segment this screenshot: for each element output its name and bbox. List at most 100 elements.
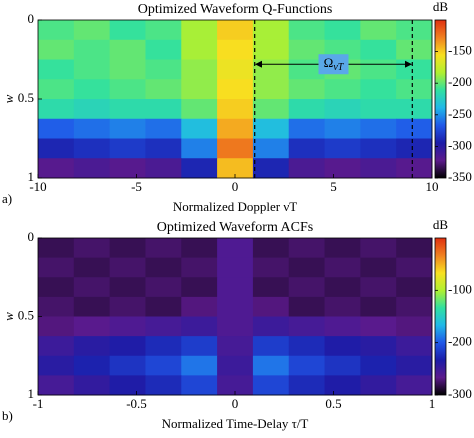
colorbar-tick-label: -300: [448, 386, 472, 401]
heat-cell: [145, 355, 182, 376]
chart-title: Optimized Waveform Q-Functions: [138, 2, 333, 17]
heat-cell: [217, 39, 254, 60]
heat-cell: [217, 79, 254, 100]
heat-cell: [73, 277, 111, 298]
heat-cell: [288, 118, 326, 139]
x-tick-label: 0: [232, 179, 239, 194]
heat-cell: [109, 355, 146, 376]
heat-cell: [145, 296, 182, 317]
heat-cell: [288, 316, 326, 337]
heat-cell: [145, 316, 182, 337]
y-tick-label: 0.5: [18, 90, 34, 105]
heat-cell: [288, 257, 326, 278]
heat-cell: [360, 336, 397, 357]
heat-cell: [38, 118, 75, 139]
x-tick-label: -10: [29, 179, 46, 194]
heat-cell: [38, 20, 75, 41]
heat-cell: [324, 296, 361, 317]
heat-cell: [145, 277, 182, 298]
heat-cell: [324, 20, 361, 41]
y-axis-label: w: [1, 312, 16, 321]
colorbar-label: dB: [433, 217, 449, 232]
heat-cell: [145, 79, 182, 100]
heat-cell: [145, 20, 182, 41]
heat-cell: [73, 316, 111, 337]
chart-title: Optimized Waveform ACFs: [157, 220, 314, 235]
heat-cell: [217, 99, 254, 120]
heat-cell: [360, 257, 397, 278]
heat-cell: [38, 355, 75, 376]
heat-cell: [396, 20, 433, 41]
heat-cell: [396, 79, 433, 100]
heat-cell: [217, 59, 254, 80]
heat-cell: [73, 118, 111, 139]
heat-cell: [145, 118, 182, 139]
colorbar-tick-label: -100: [448, 281, 472, 296]
heat-cell: [360, 99, 397, 120]
heat-cell: [181, 79, 218, 100]
heat-cell: [109, 79, 146, 100]
heat-cell: [252, 138, 290, 159]
heat-cell: [181, 118, 218, 139]
heat-cell: [288, 138, 326, 159]
heat-cell: [252, 375, 290, 396]
heat-cell: [360, 79, 397, 100]
heat-cell: [324, 79, 361, 100]
heat-cell: [288, 99, 326, 120]
heat-cell: [38, 336, 75, 357]
heat-cell: [73, 238, 111, 259]
heat-cell: [38, 79, 75, 100]
heat-cell: [288, 158, 326, 179]
heat-cell: [217, 277, 254, 298]
heat-cell: [252, 257, 290, 278]
heat-cell: [252, 99, 290, 120]
heat-cell: [396, 336, 433, 357]
heat-cell: [38, 316, 75, 337]
heat-cell: [324, 238, 361, 259]
heat-cell: [109, 158, 146, 179]
heat-cell: [181, 277, 218, 298]
heat-cell: [181, 257, 218, 278]
x-tick-label: 0.5: [325, 396, 341, 411]
heat-cell: [145, 158, 182, 179]
heat-cell: [396, 277, 433, 298]
heat-cell: [360, 138, 397, 159]
heat-cell: [217, 238, 254, 259]
heat-cell: [38, 375, 75, 396]
heat-cell: [217, 316, 254, 337]
heat-cell: [145, 39, 182, 60]
heat-cell: [324, 375, 361, 396]
heat-cell: [38, 59, 75, 80]
heat-cell: [181, 158, 218, 179]
heat-cell: [324, 336, 361, 357]
heat-cell: [396, 59, 433, 80]
y-tick-label: 0: [28, 229, 35, 244]
heat-cell: [38, 296, 75, 317]
heat-cell: [73, 375, 111, 396]
heat-cell: [38, 158, 75, 179]
heat-cell: [38, 277, 75, 298]
heat-cell: [288, 355, 326, 376]
heat-cell: [324, 355, 361, 376]
heat-cell: [396, 99, 433, 120]
heat-cell: [324, 277, 361, 298]
heat-cell: [181, 375, 218, 396]
x-axis-label: Normalized Doppler νT: [173, 199, 297, 214]
heat-cell: [145, 59, 182, 80]
heat-cell: [38, 238, 75, 259]
heat-cell: [396, 158, 433, 179]
heat-cell: [396, 296, 433, 317]
colorbar: [434, 19, 447, 179]
heat-cell: [360, 355, 397, 376]
heat-cell: [145, 336, 182, 357]
heat-cell: [38, 39, 75, 60]
heat-cell: [73, 296, 111, 317]
heat-cell: [217, 257, 254, 278]
heat-cell: [396, 316, 433, 337]
heat-cell: [145, 238, 182, 259]
x-tick-label: 1: [429, 396, 436, 411]
heat-cell: [109, 238, 146, 259]
heat-cell: [109, 20, 146, 41]
heat-cell: [252, 355, 290, 376]
